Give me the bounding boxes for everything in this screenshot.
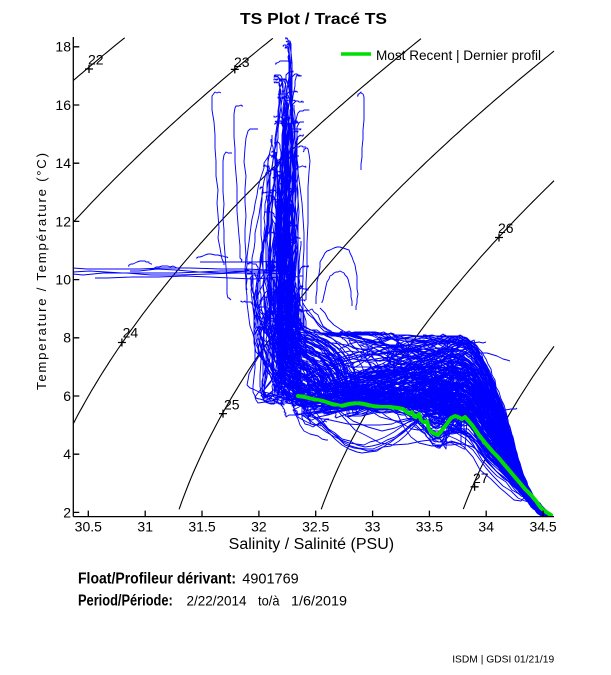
svg-text:4901769: 4901769 — [242, 571, 298, 588]
svg-text:6: 6 — [63, 388, 71, 404]
svg-text:22: 22 — [88, 52, 104, 68]
svg-text:Salinity / Salinité (PSU): Salinity / Salinité (PSU) — [229, 536, 394, 553]
svg-text:Float/Profileur dérivant:: Float/Profileur dérivant: — [78, 571, 236, 588]
svg-text:16: 16 — [55, 97, 71, 113]
svg-text:ISDM | GDSI 01/21/19: ISDM | GDSI 01/21/19 — [452, 653, 554, 665]
svg-text:34: 34 — [478, 519, 494, 535]
svg-text:32: 32 — [251, 519, 267, 535]
svg-text:24: 24 — [123, 325, 139, 341]
svg-text:30.5: 30.5 — [75, 519, 102, 535]
svg-text:TS Plot / Tracé TS: TS Plot / Tracé TS — [240, 11, 387, 28]
svg-text:8: 8 — [63, 330, 71, 346]
svg-text:18: 18 — [55, 39, 71, 55]
svg-text:Period/Période:: Period/Période: — [78, 592, 173, 609]
svg-text:Temperature / Température (°C): Temperature / Température (°C) — [34, 153, 49, 390]
svg-text:31.5: 31.5 — [188, 519, 215, 535]
svg-text:4: 4 — [63, 446, 71, 462]
svg-text:10: 10 — [55, 272, 71, 288]
svg-text:25: 25 — [224, 397, 240, 413]
svg-text:33: 33 — [365, 519, 381, 535]
svg-text:31: 31 — [137, 519, 153, 535]
svg-text:32.5: 32.5 — [302, 519, 329, 535]
svg-text:14: 14 — [55, 155, 71, 171]
svg-text:2: 2 — [63, 504, 71, 520]
svg-text:2/22/2014: 2/22/2014 — [187, 592, 247, 608]
svg-text:Most Recent | Dernier profil: Most Recent | Dernier profil — [376, 48, 541, 63]
svg-text:33.5: 33.5 — [416, 519, 443, 535]
svg-text:12: 12 — [55, 213, 71, 229]
svg-text:27: 27 — [473, 470, 489, 486]
svg-text:23: 23 — [234, 54, 250, 70]
svg-text:26: 26 — [498, 220, 514, 236]
svg-text:1/6/2019: 1/6/2019 — [291, 592, 347, 608]
svg-text:34.5: 34.5 — [529, 519, 556, 535]
svg-text:to/à: to/à — [258, 592, 280, 608]
